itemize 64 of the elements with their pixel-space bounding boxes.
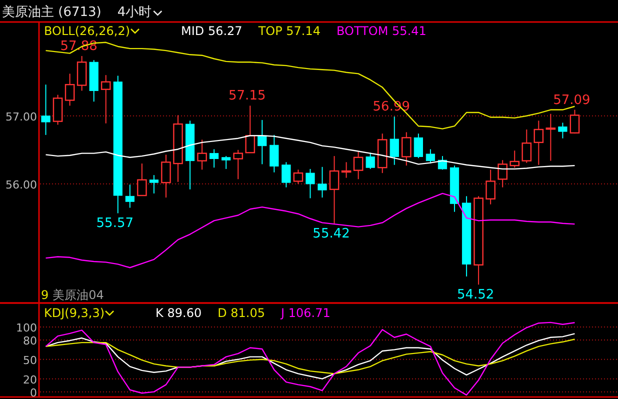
candlestick [353,151,364,180]
text: BOTTOM 55.41 [336,24,426,38]
y-tick-label: 50 [23,354,37,367]
candlestick [210,148,219,168]
candlestick [41,84,50,136]
candlestick [329,156,340,224]
annotation: 美原油04 [52,288,104,302]
y-tick-label: 100 [16,321,37,334]
y-tick-label: 56.00 [6,178,37,192]
candlestick [426,148,436,164]
candlestick [293,169,304,184]
candlestick [498,160,508,188]
line-series [45,338,576,374]
candlestick [558,122,568,139]
candlestick [366,152,375,170]
y-tick-label: 57.00 [6,110,37,124]
candlestick [245,105,256,154]
y-tick-label: 20 [23,373,37,386]
candlestick [486,169,496,205]
candlestick [222,156,231,170]
candlestick [233,149,244,180]
candlestick [137,163,147,196]
y-tick-label: 0 [30,386,37,399]
annotation: 57.15 [228,88,266,104]
candlestick [522,129,532,164]
annotation: 57.09 [553,92,590,108]
text: K 89.60 [156,306,202,320]
annotation: 54.52 [456,288,494,303]
candlestick [161,154,171,198]
candlestick [390,116,399,166]
y-tick-label: 80 [23,334,37,348]
candlestick [149,174,159,194]
text: TOP 57.14 [257,24,321,38]
candlestick [570,109,580,134]
candlestick [76,56,87,92]
candlestick [282,162,291,188]
candlestick [258,119,267,165]
candlestick [318,166,327,198]
line-series [45,192,576,268]
candlestick [125,184,134,208]
line-series [45,322,576,396]
candlestick [64,73,75,106]
annotation: 55.57 [96,216,134,232]
candlestick [402,132,412,166]
annotation: 55.42 [312,226,350,242]
candlestick [341,162,352,178]
annotation: 9 [41,288,49,302]
candlestick [100,74,111,124]
legend-title: BOLL(26,26,2) [44,24,130,38]
chart-subtitle: 4小时 [117,5,152,20]
candlestick [510,150,520,168]
candlestick [546,113,556,162]
candlestick [270,134,279,173]
text: MID 56.27 [181,24,242,38]
candlestick [534,120,544,166]
candlestick [197,139,207,170]
chart-title: 美原油主 (6713) [2,4,102,20]
candlestick [306,168,315,199]
line-series [45,333,576,380]
candlestick [52,94,63,126]
text: D 81.05 [218,306,266,320]
text: J 106.71 [280,306,330,320]
candlestick [414,133,423,159]
legend-title: KDJ(9,3,3) [44,306,105,320]
